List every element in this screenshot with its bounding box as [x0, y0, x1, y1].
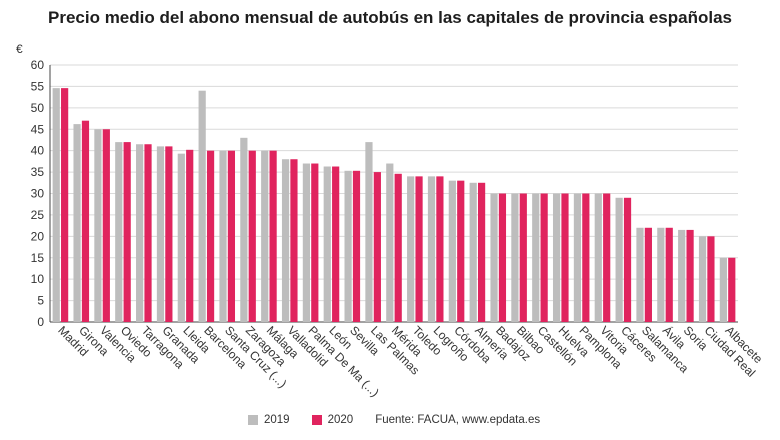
bar-2019-13 — [323, 166, 331, 322]
y-tick-label: 40 — [31, 144, 45, 158]
bar-2020-9 — [248, 150, 256, 322]
bar-2020-7 — [206, 150, 215, 322]
bar-2019-23 — [532, 193, 540, 322]
y-axis-label: € — [16, 42, 23, 56]
bar-2020-12 — [311, 163, 319, 322]
y-tick-label: 60 — [31, 58, 45, 72]
bar-2020-24 — [561, 193, 569, 322]
bar-2019-12 — [302, 163, 311, 322]
bar-2020-22 — [519, 193, 527, 322]
bar-2020-18 — [436, 176, 444, 322]
y-tick-label: 20 — [31, 229, 45, 243]
bar-2020-14 — [352, 170, 361, 322]
bar-2019-6 — [177, 153, 185, 322]
bar-2019-2 — [94, 129, 102, 322]
bar-2020-2 — [102, 129, 110, 322]
bar-2020-15 — [373, 172, 381, 322]
bar-2019-0 — [52, 88, 60, 322]
bar-2019-1 — [73, 124, 81, 322]
bar-2020-13 — [332, 166, 340, 322]
bar-2019-19 — [448, 180, 456, 322]
bar-2020-11 — [290, 159, 298, 322]
y-tick-label: 0 — [37, 315, 44, 329]
legend-item-2019: 2019 — [248, 414, 290, 426]
bar-2019-5 — [156, 146, 165, 322]
bar-2020-4 — [144, 144, 152, 322]
bar-2020-10 — [269, 150, 277, 322]
bar-2019-24 — [552, 193, 561, 322]
y-tick-label: 45 — [31, 122, 45, 136]
y-tick-label: 35 — [31, 165, 45, 179]
chart-title: Precio medio del abono mensual de autobú… — [48, 8, 732, 27]
bar-2019-29 — [657, 227, 665, 322]
legend-label-2020: 2020 — [327, 414, 354, 426]
bar-2019-3 — [115, 142, 123, 322]
y-tick-label: 15 — [31, 251, 45, 265]
bar-2020-0 — [61, 88, 69, 322]
legend-swatch-2020 — [311, 415, 322, 425]
bar-2020-20 — [477, 182, 486, 322]
bar-2019-20 — [469, 182, 477, 322]
bar-2019-30 — [678, 229, 686, 322]
bar-2019-10 — [261, 150, 269, 322]
bar-2019-16 — [386, 163, 394, 322]
bar-2019-18 — [427, 176, 436, 322]
bar-2019-9 — [240, 137, 248, 322]
bar-2020-21 — [498, 193, 507, 322]
y-tick-label: 55 — [31, 79, 45, 93]
bar-2019-7 — [198, 90, 206, 322]
bar-2019-4 — [136, 144, 144, 322]
y-tick-label: 30 — [31, 187, 45, 201]
legend-item-2020: 2020 — [311, 414, 354, 426]
bar-2019-27 — [615, 197, 623, 322]
y-tick-label: 10 — [31, 272, 45, 286]
bar-2020-28 — [644, 227, 652, 322]
bar-2019-11 — [281, 159, 290, 322]
bar-2019-15 — [365, 142, 373, 322]
y-tick-label: 50 — [31, 101, 45, 115]
bar-2020-32 — [728, 257, 736, 322]
source-note: Fuente: FACUA, www.epdata.es — [375, 414, 541, 426]
bar-2020-19 — [457, 180, 465, 322]
bar-2020-6 — [186, 149, 194, 322]
bar-2020-27 — [623, 197, 632, 322]
legend-label-2019: 2019 — [264, 414, 290, 426]
bar-2020-16 — [394, 173, 402, 322]
legend: 2019 2020 Fuente: FACUA, www.epdata.es — [248, 414, 540, 426]
bar-2020-5 — [165, 146, 173, 322]
legend-swatch-2019 — [248, 415, 258, 425]
bar-2020-30 — [686, 229, 694, 322]
bar-2019-26 — [594, 193, 602, 322]
bar-2019-25 — [573, 193, 582, 322]
bar-2019-8 — [219, 150, 227, 322]
bar-2020-17 — [415, 176, 423, 322]
bar-2019-14 — [344, 170, 352, 322]
y-tick-label: 5 — [37, 294, 44, 308]
bar-2020-3 — [123, 142, 131, 322]
bar-2020-29 — [665, 227, 673, 322]
bar-2019-31 — [698, 236, 707, 322]
bar-2020-25 — [582, 193, 590, 322]
bar-2020-1 — [81, 120, 90, 322]
bar-2020-31 — [707, 236, 715, 322]
bar-2020-23 — [540, 193, 548, 322]
bar-2019-28 — [636, 227, 644, 322]
y-tick-label: 25 — [31, 208, 45, 222]
bar-2019-21 — [490, 193, 498, 322]
bar-2020-8 — [227, 150, 236, 322]
bar-2019-22 — [511, 193, 519, 322]
bar-2019-17 — [407, 176, 415, 322]
bar-2019-32 — [719, 257, 727, 322]
bar-2020-26 — [603, 193, 611, 322]
